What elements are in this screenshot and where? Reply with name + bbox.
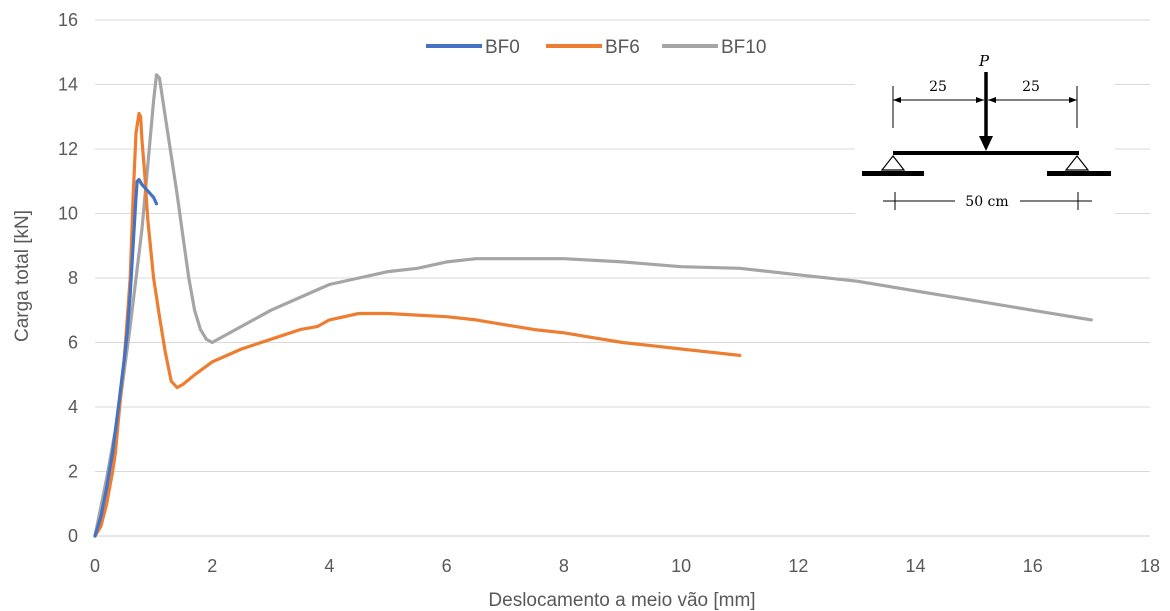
x-tick-label: 10 — [671, 556, 691, 576]
dim-arrow-l2 — [976, 97, 984, 103]
x-axis-title: Deslocamento a meio vão [mm] — [488, 590, 755, 611]
series-line-bf10 — [93, 73, 1094, 538]
dim-arrow-r2 — [1069, 97, 1077, 103]
beam-diagram-inset: P 25 25 50 cm — [855, 50, 1115, 220]
y-tick-labels: 0 2 4 6 8 10 12 14 16 — [58, 10, 78, 546]
x-tick-labels: 0 2 4 6 8 10 12 14 16 18 — [90, 556, 1160, 576]
right-support — [1064, 155, 1090, 171]
legend-label-bf10: BF10 — [721, 37, 766, 58]
x-tick-label: 4 — [324, 556, 334, 576]
x-tick-label: 0 — [90, 556, 100, 576]
left-support — [880, 155, 906, 171]
legend: BF0 BF6 BF10 — [426, 37, 766, 58]
x-tick-label: 2 — [207, 556, 217, 576]
legend-label-bf6: BF6 — [605, 37, 640, 58]
x-tick-label: 8 — [559, 556, 569, 576]
x-tick-label: 14 — [906, 556, 926, 576]
dim-label-right: 25 — [1022, 79, 1040, 95]
y-tick-label: 12 — [58, 139, 78, 159]
y-tick-label: 16 — [58, 10, 78, 30]
x-tick-label: 18 — [1140, 556, 1160, 576]
dim-arrow-r1 — [988, 97, 996, 103]
y-tick-label: 14 — [58, 75, 78, 95]
x-tick-label: 6 — [442, 556, 452, 576]
dim-label-left: 25 — [929, 79, 947, 95]
legend-label-bf0: BF0 — [485, 37, 520, 58]
dim-arrow-l1 — [893, 97, 901, 103]
y-tick-label: 6 — [68, 333, 78, 353]
y-tick-label: 0 — [68, 526, 78, 546]
x-tick-label: 16 — [1023, 556, 1043, 576]
y-tick-label: 10 — [58, 204, 78, 224]
y-tick-label: 2 — [68, 462, 78, 482]
right-ground — [1047, 171, 1111, 176]
series-line-bf0 — [93, 178, 159, 538]
series-lines — [93, 73, 1094, 538]
y-axis-title: Carga total [kN] — [12, 210, 33, 342]
left-ground — [862, 171, 924, 176]
y-tick-label: 4 — [68, 397, 78, 417]
load-arrow-head — [979, 136, 993, 151]
y-tick-label: 8 — [68, 268, 78, 288]
span-label: 50 cm — [965, 194, 1008, 210]
x-tick-label: 12 — [788, 556, 808, 576]
load-label: P — [978, 52, 990, 70]
